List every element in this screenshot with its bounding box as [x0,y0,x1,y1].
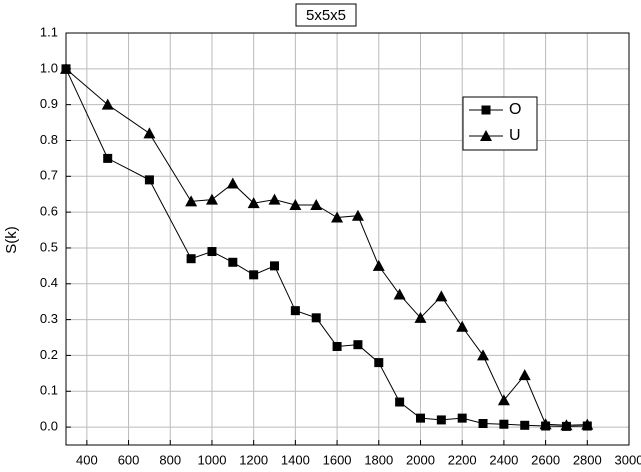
marker [415,413,425,423]
marker [228,257,238,267]
marker [143,127,156,139]
marker [332,341,342,351]
y-tick-label: 0.9 [40,96,58,111]
marker [290,306,300,316]
marker [144,175,154,185]
marker [480,130,492,141]
x-tick-label: 1800 [364,452,393,467]
x-tick-label: 1000 [198,452,227,467]
legend-label: U [509,127,521,144]
plot-frame [65,32,630,446]
marker [518,369,531,381]
x-tick-label: 3000 [615,452,641,467]
marker [331,211,344,223]
y-tick-label: 0.3 [40,311,58,326]
marker [103,153,113,163]
marker [395,397,405,407]
marker [353,340,363,350]
marker [436,415,446,425]
marker [393,288,406,300]
x-tick-label: 2800 [573,452,602,467]
legend-box [462,96,538,151]
legend-label: O [509,101,521,118]
marker [497,394,510,406]
marker [311,313,321,323]
x-tick-label: 2400 [489,452,518,467]
x-tick-label: 600 [118,452,140,467]
y-tick-label: 0.1 [40,383,58,398]
marker [456,320,469,332]
y-tick-label: 0.2 [40,347,58,362]
x-tick-label: 1600 [323,452,352,467]
marker [477,349,490,361]
x-tick-label: 2000 [406,452,435,467]
marker [539,418,552,430]
y-axis-label: S(k) [3,226,20,254]
y-tick-label: 1.1 [40,24,58,39]
x-tick-label: 1400 [281,452,310,467]
y-tick-label: 0.7 [40,168,58,183]
marker [185,195,198,207]
marker [207,247,217,257]
y-tick-label: 0.0 [40,419,58,434]
marker [186,254,196,264]
marker [205,193,218,205]
y-tick-label: 0.4 [40,275,58,290]
marker [560,419,573,431]
marker [351,209,364,221]
marker [499,419,509,429]
y-tick-label: 0.8 [40,132,58,147]
y-tick-label: 0.6 [40,204,58,219]
marker [581,418,594,430]
marker [289,198,302,210]
marker [270,261,280,271]
marker [226,177,239,189]
marker [247,197,260,209]
y-tick-label: 1.0 [40,60,58,75]
title-box [295,3,357,27]
marker [457,413,467,423]
x-tick-label: 800 [159,452,181,467]
marker [268,193,281,205]
x-tick-label: 1200 [239,452,268,467]
marker [520,420,530,430]
marker [249,270,259,280]
marker [374,358,384,368]
marker [478,419,488,429]
marker [101,98,114,110]
marker [60,62,72,74]
x-tick-label: 2200 [448,452,477,467]
chart-title: 5x5x5 [306,7,346,24]
marker [435,290,448,302]
marker [414,311,427,323]
marker [310,198,323,210]
x-tick-label: 400 [76,452,98,467]
x-tick-label: 2600 [531,452,560,467]
y-tick-label: 0.5 [40,239,58,254]
marker [372,259,385,271]
marker [481,105,491,115]
